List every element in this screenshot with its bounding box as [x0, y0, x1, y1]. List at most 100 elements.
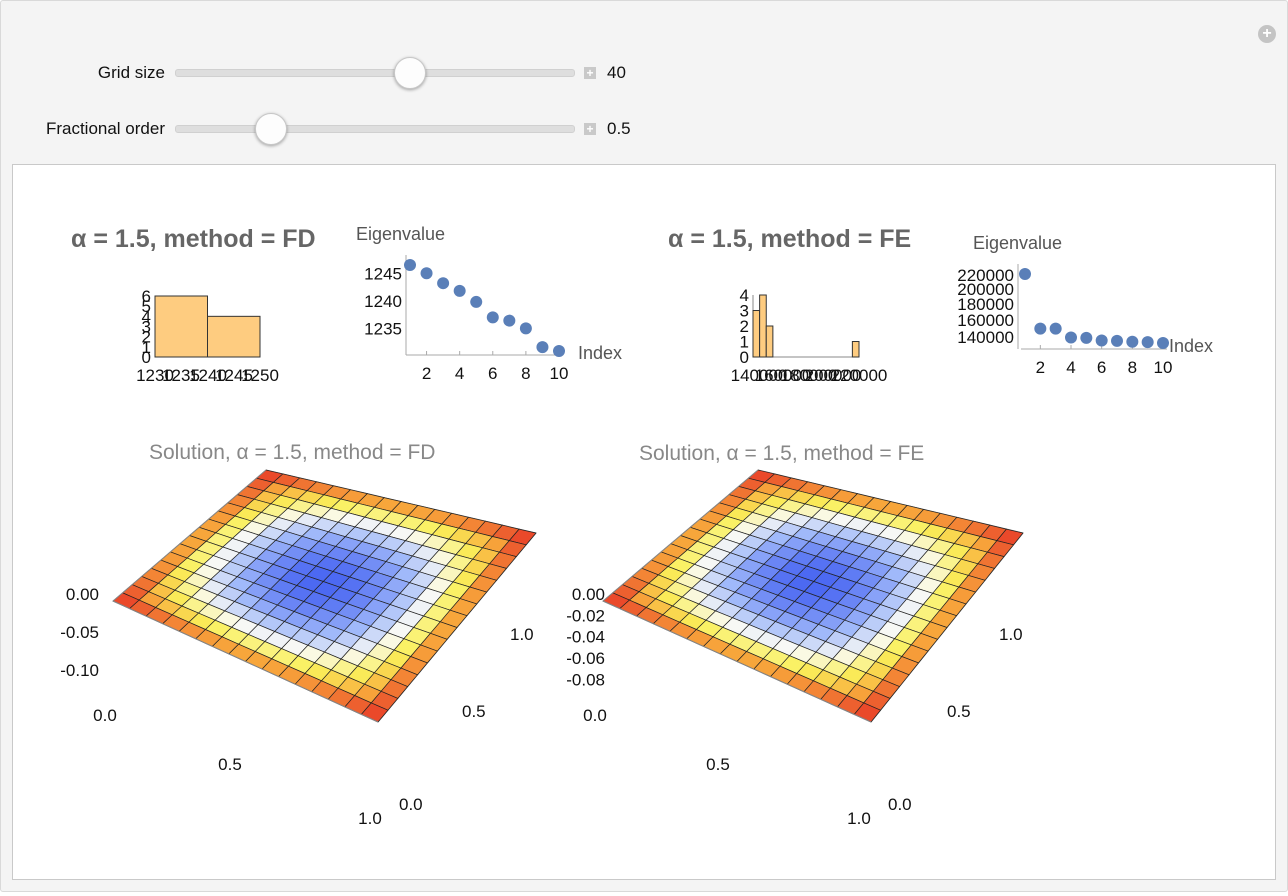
fe-eig-x-tick: 8: [1128, 358, 1137, 377]
fe-eig-y-tick: 160000: [957, 311, 1014, 330]
fd-surf-z-tick: 0.00: [66, 585, 99, 604]
fd-eig-y-tick: 1235: [364, 319, 402, 338]
fe-solution-surface: 0.00 -0.02 -0.04 -0.06 -0.08 0.0 0.5 1.0 1.0 0.5 0…: [566, 469, 1024, 828]
fe-hist-x-tick: 200000: [805, 366, 862, 385]
fe-eig-point: [1095, 334, 1108, 347]
fd-eig-point: [470, 295, 483, 308]
fe-eig-point: [1111, 334, 1123, 347]
fd-eig-point: [486, 311, 499, 324]
fe-eig-y-tick: 220000: [957, 266, 1014, 285]
fe-hist-y-tick: 0: [740, 348, 749, 367]
fe-hist-bar: [752, 310, 761, 358]
fe-eig-point: [1126, 335, 1139, 348]
fe-surf-z-tick: -0.08: [566, 670, 605, 689]
fractional-order-slider-thumb[interactable]: [254, 113, 287, 145]
plus-circle-icon[interactable]: +: [1258, 25, 1276, 43]
grid-size-slider[interactable]: [175, 69, 575, 77]
fe-surf-box-edge: [602, 600, 872, 723]
fd-surf-x-tick: 0.5: [218, 755, 242, 774]
fe-eig-point: [1019, 268, 1031, 280]
fe-eig-y-tick: 140000: [957, 328, 1014, 347]
fe-hist-bar: [765, 325, 774, 358]
output-graphics: α = 1.5, method = FD 0123456123012351240…: [60, 224, 1213, 828]
fe-eig-y-tick: 180000: [957, 295, 1014, 314]
fd-surf-y-tick: 1.0: [510, 625, 534, 644]
fe-eig-x-tick: 10: [1154, 358, 1173, 377]
fd-eig-point: [404, 259, 416, 271]
fe-title: α = 1.5, method = FE: [668, 225, 911, 253]
fd-hist-bar: [154, 295, 208, 358]
fd-hist-y-tick: 5: [142, 297, 151, 316]
fd-eig-point: [503, 314, 516, 327]
fd-eig-x-tick: 4: [455, 364, 464, 383]
fe-hist-x-tick: 220000: [831, 366, 888, 385]
fd-eig-point: [420, 267, 433, 280]
fd-eig-point: [519, 322, 532, 335]
fe-surf-box-edge: [602, 469, 759, 602]
grid-size-slider-thumb[interactable]: [393, 57, 426, 89]
fe-hist-bar: [851, 341, 860, 358]
fe-surf-z-tick: -0.04: [566, 628, 605, 647]
fe-eig-y-tick: 200000: [957, 280, 1014, 299]
fd-surf-box-edge: [112, 469, 267, 602]
fd-surf-z-tick: -0.10: [60, 661, 99, 680]
fe-surf-x-tick: 1.0: [847, 809, 871, 828]
fd-surf-y-tick: 0.0: [399, 795, 423, 814]
fd-eig-y-tick: 1245: [364, 264, 402, 283]
fd-surf-z-tick: -0.05: [60, 623, 99, 642]
fe-hist-y-tick: 1: [740, 333, 749, 352]
fe-surf-x-tick: 0.0: [583, 706, 607, 725]
fd-eig-x-tick: 10: [550, 364, 569, 383]
fd-surf-y-tick: 0.5: [462, 702, 486, 721]
fe-surf-y-tick: 0.5: [947, 702, 971, 721]
grid-size-value: 40: [607, 63, 626, 82]
fd-eig-x-tick: 6: [488, 364, 497, 383]
fd-surf-x-tick: 1.0: [358, 809, 382, 828]
fd-eig-point: [536, 341, 549, 354]
fe-eig-x-tick: 6: [1097, 358, 1106, 377]
fe-eig-point: [1049, 322, 1062, 335]
fe-eig-point: [1080, 331, 1093, 344]
fe-eig-x-tick: 2: [1036, 358, 1045, 377]
fractional-order-label: Fractional order: [45, 119, 165, 138]
fe-surf-z-tick: -0.02: [566, 606, 605, 625]
fd-hist-y-tick: 0: [142, 348, 151, 367]
fe-eig-point: [1034, 322, 1047, 335]
fractional-order-stepper-plus-icon[interactable]: +: [584, 123, 596, 135]
fd-eigen-xlabel: Index: [578, 343, 622, 363]
fe-surf-x-tick: 0.5: [706, 755, 730, 774]
fe-hist-x-tick: 160000: [755, 366, 812, 385]
fe-surf-y-tick: 0.0: [888, 795, 912, 814]
fd-eig-y-tick: 1240: [364, 292, 402, 311]
fd-surface-title: Solution, α = 1.5, method = FD: [149, 441, 435, 464]
fd-eig-x-tick: 8: [521, 364, 530, 383]
fd-hist-y-tick: 6: [142, 287, 151, 306]
fractional-order-value: 0.5: [607, 119, 631, 138]
fd-eig-point: [553, 345, 565, 357]
grid-size-label: Grid size: [97, 63, 165, 82]
fd-eig-point: [437, 277, 450, 290]
fd-hist-y-tick: 4: [142, 307, 151, 326]
fd-hist-x-tick: 1235: [162, 366, 200, 385]
fe-surf-y-tick: 1.0: [999, 625, 1023, 644]
fe-eigen-ylabel: Eigenvalue: [973, 233, 1062, 253]
fe-hist-x-tick: 180000: [781, 366, 838, 385]
fd-hist-y-tick: 2: [142, 328, 151, 347]
fd-hist-y-tick: 3: [142, 318, 151, 337]
grid-size-stepper-plus-icon[interactable]: +: [584, 67, 596, 79]
fe-eig-x-tick: 4: [1066, 358, 1075, 377]
fd-surf-x-tick: 0.0: [93, 706, 117, 725]
fe-eig-point: [1157, 337, 1169, 349]
fd-hist-bar: [207, 315, 261, 358]
fd-eigen-ylabel: Eigenvalue: [356, 224, 445, 244]
fe-hist-x-tick: 140000: [731, 366, 788, 385]
fd-eig-point: [453, 284, 466, 297]
fd-eigenvalue-plot: 2 4 6 8 10 1235 1240 1245: [364, 255, 568, 383]
fe-eig-point: [1141, 336, 1154, 349]
fractional-order-slider[interactable]: [175, 125, 575, 133]
fd-hist-x-tick: 1230: [136, 366, 174, 385]
